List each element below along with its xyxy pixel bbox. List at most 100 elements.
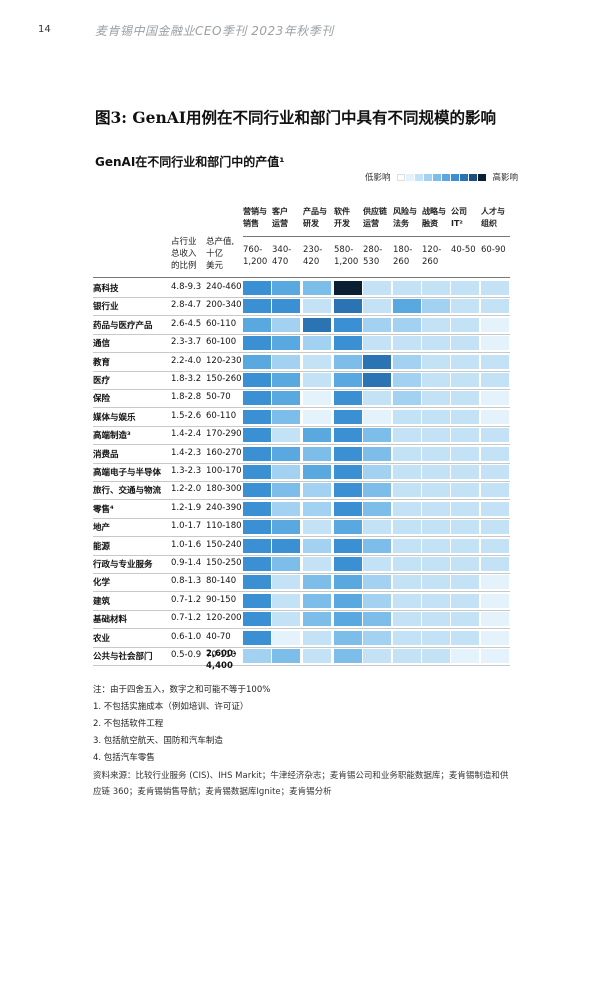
table-row: 能源 1.0-1.6 150-240 [93,537,510,556]
row-divider [93,591,510,593]
heatmap-cell [303,409,331,424]
heatmap-cell [481,538,509,553]
heatmap-cell [272,465,300,479]
heatmap-cell [393,575,421,590]
heatmap-cell [363,373,391,387]
heatmap-cell [481,317,509,332]
heatmap-cell [334,575,362,590]
total-value: 110-180 [206,521,242,532]
row-divider [93,554,510,556]
heatmap-cell [334,391,362,406]
column-value: 40-50 [451,245,476,255]
header-divider [243,236,510,237]
column-value: 60-90 [481,245,506,255]
heatmap-cell [243,299,271,314]
heatmap-cell [481,354,509,369]
heatmap-cell [422,373,450,387]
total-value: 240-390 [206,502,242,513]
table-top-rule [93,277,510,278]
heatmap-cell [481,649,509,663]
table-row: 旅行、交通与物流 1.2-2.0 180-300 [93,481,510,501]
row-divider [93,646,510,648]
row-divider [93,297,510,298]
page-number: 14 [38,24,51,35]
heatmap-cell [303,428,331,443]
heatmap-cell [243,317,271,332]
heatmap-cell [422,520,450,535]
heatmap-cell [393,630,421,645]
heatmap-cell [272,501,300,516]
legend-swatch [477,173,486,181]
heatmap-cell [243,373,271,387]
heatmap-cell [393,520,421,535]
sector-label: 地产 [93,523,111,534]
share-value: 1.3-2.3 [171,466,202,476]
table-row: 基础材料 0.7-1.2 120-200 [93,610,510,630]
heatmap-cell [422,612,450,627]
heatmap-cell [303,538,331,553]
sector-label: 保险 [93,394,111,405]
heatmap-cell [451,409,479,424]
sector-label: 公共与社会部门 [93,652,153,662]
heatmap-cell [363,557,391,571]
heatmap-cell [451,630,479,645]
heatmap-cell [481,409,509,424]
row-divider [93,444,510,446]
table-row: 药品与医疗产品 2.6-4.5 60-110 [93,316,510,335]
heatmap-cell [334,373,362,387]
share-value: 2.3-3.7 [171,337,202,348]
heatmap-cell [363,317,391,332]
row-divider [93,352,510,354]
column-name: 产品与 研发 [303,207,327,228]
column-name: 公司 IT² [451,207,467,228]
heatmap-cell [451,649,479,663]
sector-label: 化学 [93,578,111,589]
table-row: 高科技 4.8-9.3 240-460 [93,279,510,298]
heatmap-cell [243,520,271,535]
heatmap-cell [451,373,479,387]
heatmap-cell [303,373,331,387]
legend-swatch [423,173,432,181]
legend-swatch [414,173,423,181]
heatmap-cell [393,446,421,461]
total-value: 60-110 [206,410,237,421]
heatmap-cell [334,483,362,498]
share-value: 1.0-1.6 [171,539,202,550]
column-name: 软件 开发 [334,207,350,228]
heatmap-cell [272,593,300,608]
heatmap-cell [422,575,450,590]
heatmap-cell [334,557,362,571]
column-name: 人才与 组织 [481,207,505,228]
header-share-label: 占行业 总收入 的比例 [171,237,197,271]
heatmap-cell [363,520,391,535]
heatmap-cell [363,446,391,461]
heatmap-cell [422,446,450,461]
table-row: 化学 0.8-1.3 80-140 [93,573,510,593]
column-value: 180- 260 [393,245,413,267]
total-value: 150-240 [206,539,242,550]
heatmap-cell [363,409,391,424]
heatmap-cell [422,336,450,351]
total-value: 240-460 [206,282,242,292]
heatmap-cell [422,391,450,406]
heatmap-cell [303,501,331,516]
heatmap-cell [363,612,391,627]
heatmap-legend: 低影响 高影响 [365,171,518,183]
table-row: 高端电子与半导体 1.3-2.3 100-170 [93,463,510,482]
heatmap-cell [422,299,450,314]
heatmap-cell [243,557,271,571]
heatmap-cell [393,428,421,443]
total-value: 70-110 [206,650,237,660]
heatmap-cell [334,428,362,443]
heatmap-cell [363,336,391,351]
heatmap-cell [363,538,391,553]
heatmap-cell [422,465,450,479]
total-value: 180-300 [206,484,242,495]
heatmap-cell [363,649,391,663]
row-divider [93,407,510,409]
heatmap-cell [243,391,271,406]
table-row: 银行业 2.8-4.7 200-340 [93,297,510,317]
table-row: 公共与社会部门 0.5-0.9 70-110 [93,647,510,666]
heatmap-cell [481,630,509,645]
heatmap-cell [272,373,300,387]
